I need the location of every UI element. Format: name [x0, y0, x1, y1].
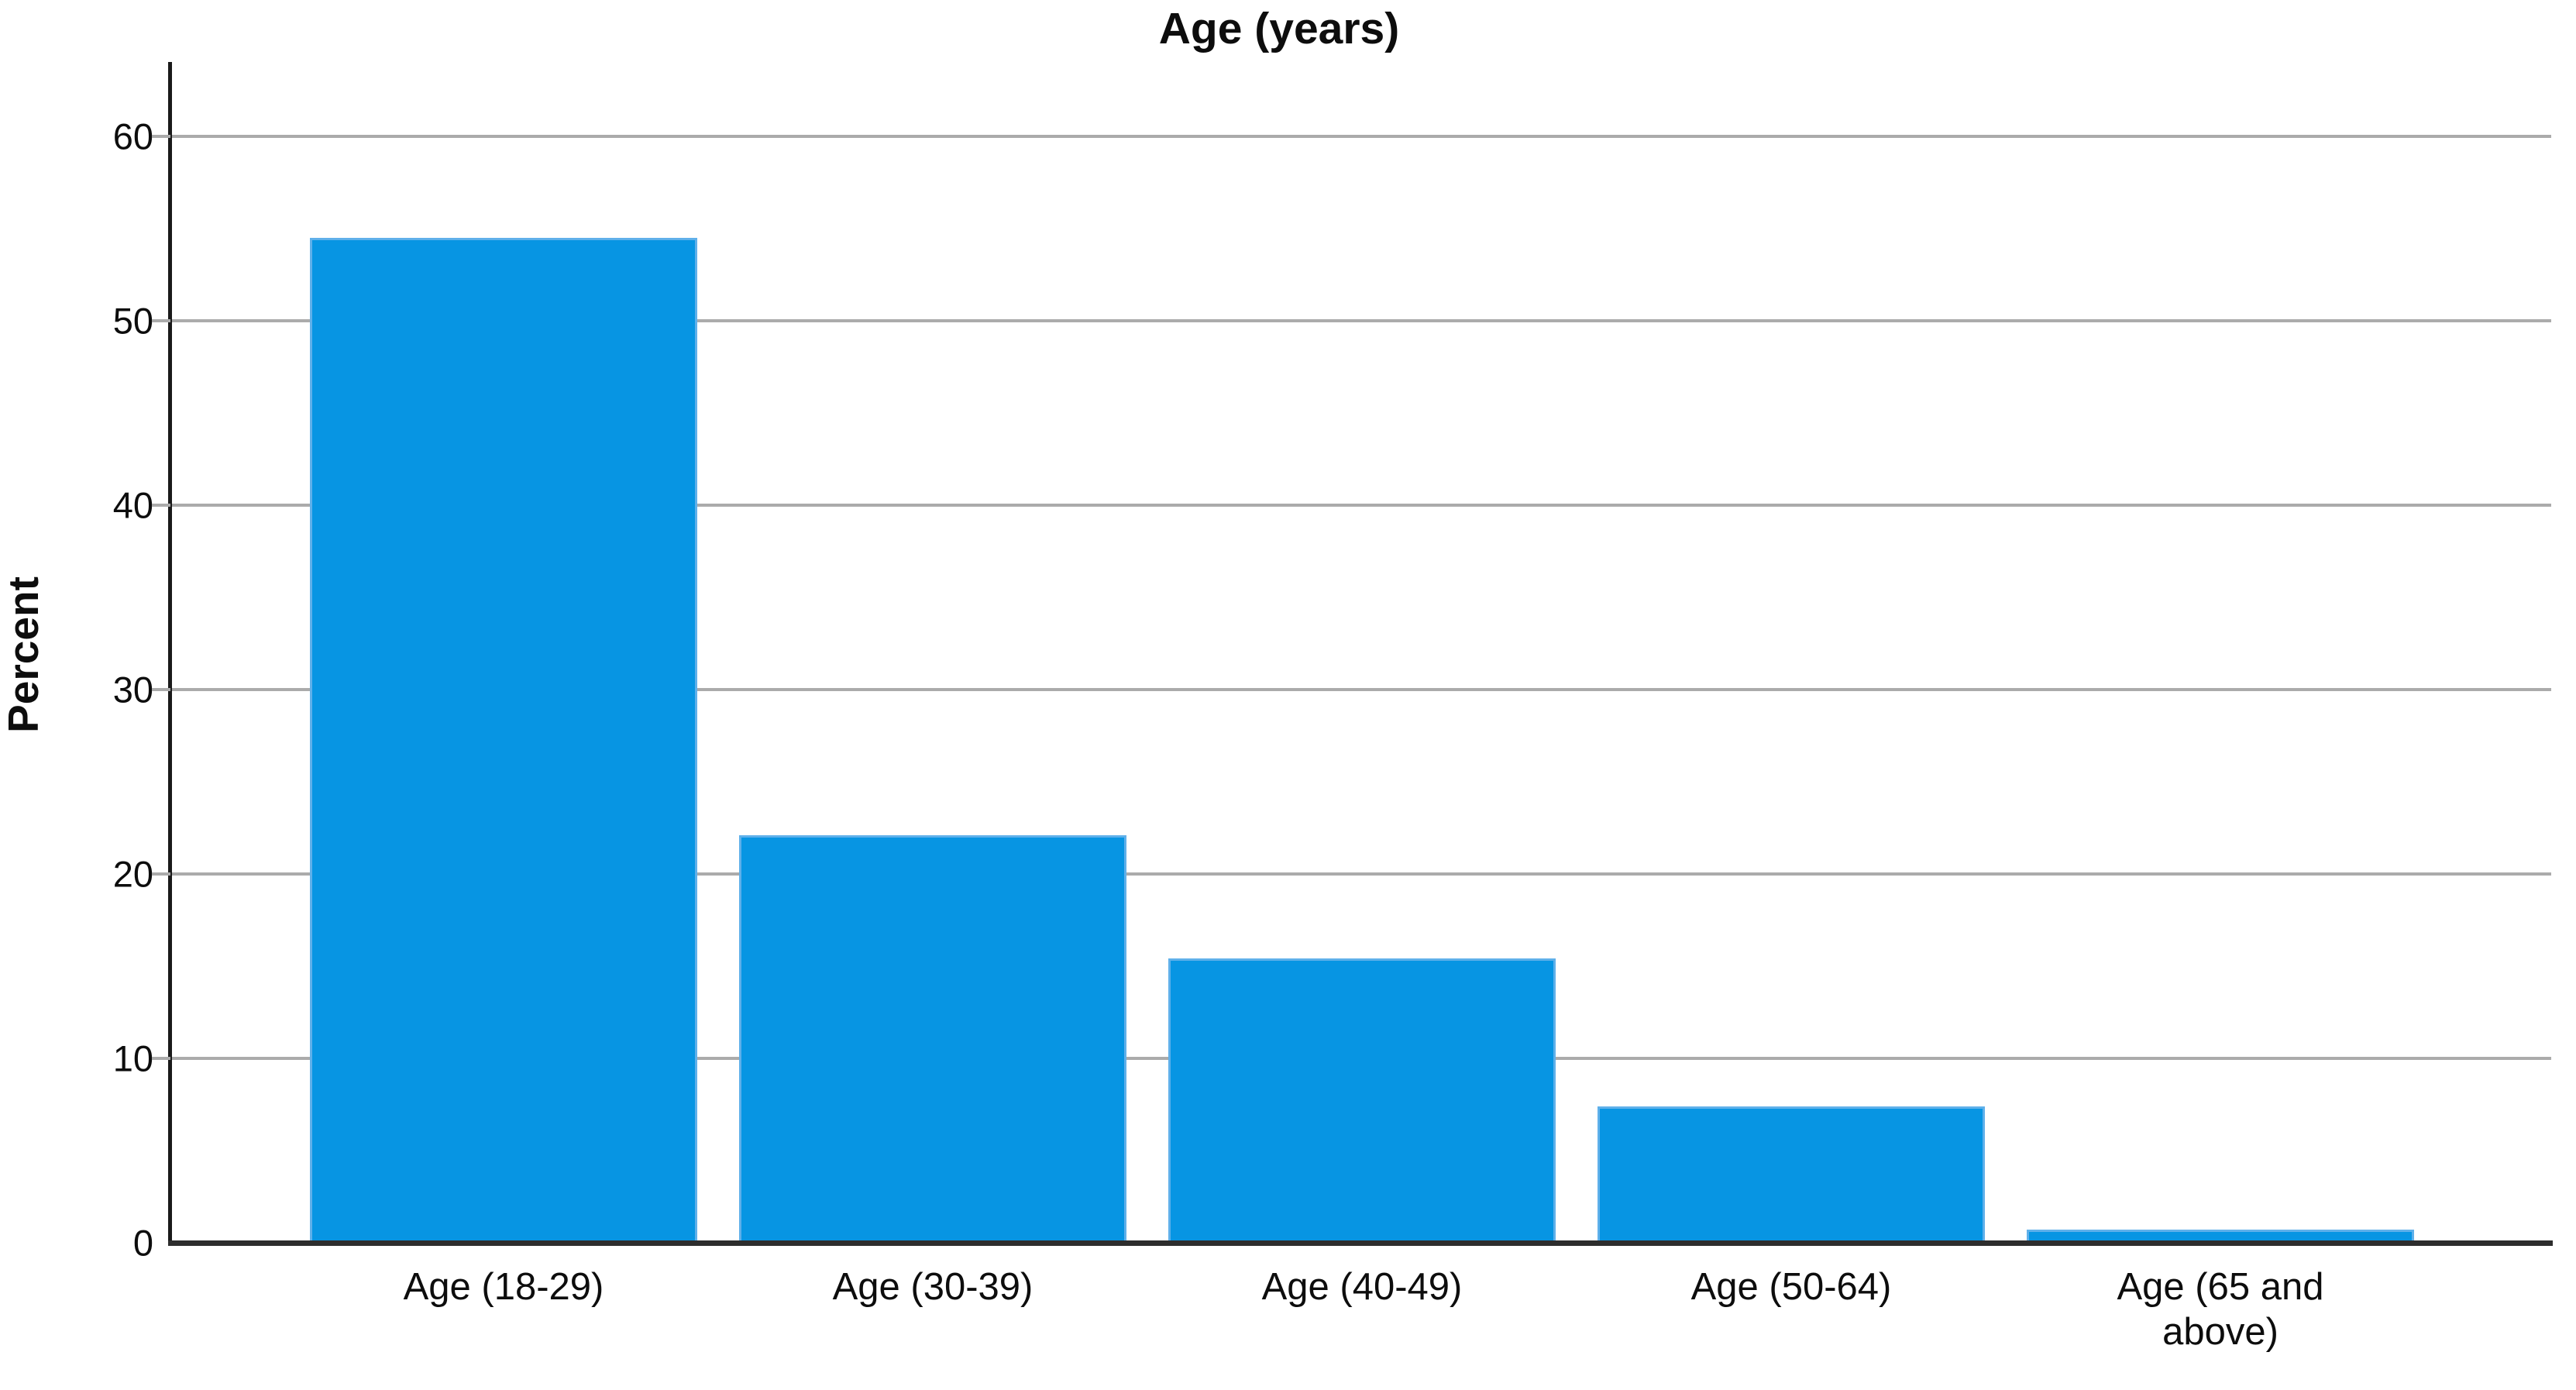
y-tick-60 [152, 135, 170, 138]
y-tick-label-60: 60 [112, 115, 153, 157]
gridline-30 [170, 688, 2551, 691]
y-axis-line [168, 62, 172, 1244]
y-tick-30 [152, 688, 170, 691]
x-axis-baseline [168, 1240, 2553, 1246]
gridline-20 [170, 872, 2551, 876]
y-tick-label-30: 30 [112, 669, 153, 710]
x-tick-label-5: Age (65 and above) [2117, 1266, 2324, 1353]
bar-age-65-and-above [2027, 1230, 2414, 1243]
plot-area [170, 64, 2551, 1243]
bar-age-18-29 [310, 238, 697, 1243]
chart-title: Age (years) [1158, 4, 1400, 53]
y-tick-40 [152, 504, 170, 507]
gridline-60 [170, 135, 2551, 138]
y-tick-label-20: 20 [112, 853, 153, 895]
x-tick-label-4: Age (50-64) [1690, 1266, 1892, 1308]
x-tick-label-3: Age (40-49) [1261, 1266, 1463, 1308]
y-tick-label-40: 40 [112, 484, 153, 526]
y-tick-20 [152, 872, 170, 876]
gridline-50 [170, 319, 2551, 322]
bar-age-50-64 [1598, 1106, 1985, 1243]
y-tick-10 [152, 1057, 170, 1060]
y-tick-label-0: 0 [132, 1222, 153, 1264]
bar-age-40-49 [1168, 958, 1556, 1243]
x-tick-label-2: Age (30-39) [832, 1266, 1033, 1308]
x-tick-label-1: Age (18-29) [403, 1266, 604, 1308]
y-tick-label-50: 50 [112, 300, 153, 342]
y-tick-label-10: 10 [112, 1037, 153, 1079]
gridline-40 [170, 504, 2551, 507]
bar-age-30-39 [739, 835, 1126, 1243]
y-tick-50 [152, 319, 170, 322]
